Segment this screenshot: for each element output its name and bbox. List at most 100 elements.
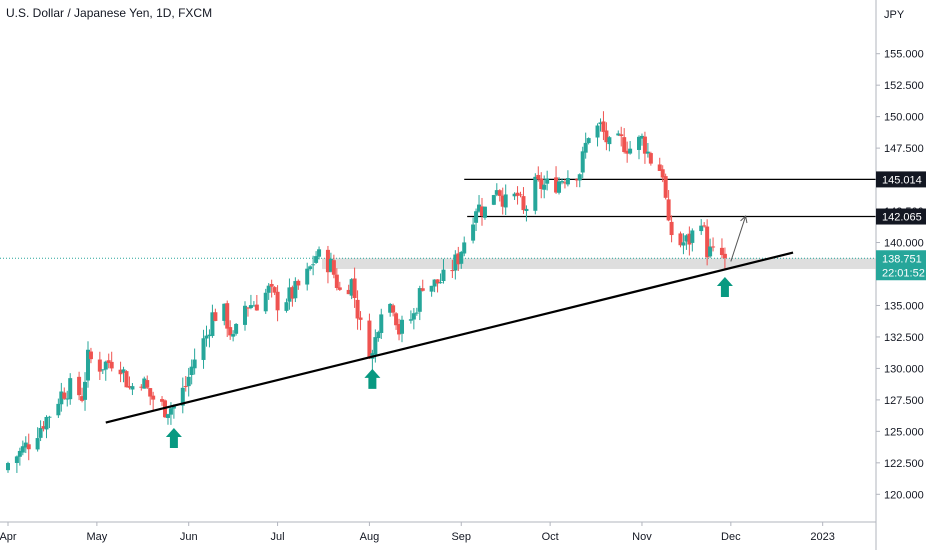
- candle-body: [85, 349, 90, 381]
- candle-body: [719, 247, 724, 256]
- last-price-tag-label: 138.751: [882, 253, 922, 265]
- candle-body: [254, 304, 259, 311]
- candle-body: [702, 225, 707, 227]
- candle-body: [245, 307, 250, 309]
- candle-body: [417, 288, 422, 312]
- candle-body: [681, 242, 686, 246]
- x-tick-label: Nov: [632, 531, 652, 543]
- candle-body: [711, 246, 716, 248]
- candle-body: [248, 305, 253, 309]
- candle-body: [121, 369, 126, 373]
- candle-body: [515, 192, 520, 196]
- chart-title: U.S. Dollar / Japanese Yen, 1D, FXCM: [6, 6, 213, 20]
- candle-body: [266, 285, 271, 293]
- candle-body: [604, 130, 609, 143]
- candle-body: [379, 314, 384, 333]
- candle-body: [160, 399, 165, 402]
- candle-body: [145, 380, 150, 388]
- y-tick-label: 125.000: [884, 426, 924, 438]
- candle-body: [118, 369, 123, 375]
- candle-body: [435, 279, 440, 284]
- candle-body: [77, 376, 82, 396]
- candle-body: [545, 178, 550, 184]
- candle-body: [639, 135, 644, 139]
- candle-body: [62, 392, 67, 399]
- candle-body: [284, 302, 289, 311]
- level-price-tag-label: 142.065: [882, 212, 922, 224]
- candle-body: [20, 446, 25, 453]
- last-price-tag: [876, 250, 926, 281]
- candle-body: [35, 438, 40, 450]
- candle-body: [637, 136, 642, 150]
- candle-body: [83, 381, 88, 400]
- candle-body: [314, 256, 319, 263]
- candle-body: [601, 121, 606, 132]
- candle-body: [97, 359, 102, 372]
- candle-body: [376, 332, 381, 339]
- candle-body: [397, 324, 402, 335]
- candle-body: [562, 182, 567, 184]
- candle-body: [151, 395, 156, 400]
- candle-body: [139, 386, 144, 388]
- candle-body: [521, 196, 526, 211]
- candle-body: [100, 369, 105, 371]
- candle-body: [559, 181, 564, 183]
- candle-body: [355, 299, 360, 319]
- candle-body: [699, 225, 704, 232]
- y-tick-label: 155.000: [884, 49, 924, 61]
- candle-body: [524, 208, 529, 212]
- candle-body: [648, 153, 653, 164]
- y-tick-label: 130.000: [884, 363, 924, 375]
- candle-body: [565, 178, 570, 185]
- candle-body: [367, 320, 372, 359]
- candle-body: [595, 125, 600, 138]
- candle-body: [23, 442, 28, 448]
- candle-body: [269, 283, 274, 287]
- candle-body: [491, 195, 496, 205]
- candle-body: [293, 281, 298, 299]
- arrows-layer: [165, 276, 733, 449]
- candle-body: [687, 233, 692, 245]
- candle-body: [583, 142, 588, 153]
- candle-body: [189, 366, 194, 376]
- candle-body: [308, 266, 313, 270]
- candle-body: [542, 184, 547, 190]
- candle-body: [234, 323, 239, 334]
- candle-body: [213, 312, 218, 321]
- candle-body: [554, 177, 559, 193]
- candle-body: [438, 282, 443, 284]
- candle-body: [536, 174, 541, 180]
- candle-body: [400, 319, 405, 334]
- candle-body: [183, 386, 188, 388]
- candle-body: [68, 378, 73, 400]
- candle-body: [539, 178, 544, 189]
- x-tick-label: 2023: [810, 531, 834, 543]
- support-up-arrow-icon: [364, 368, 381, 389]
- candle-body: [204, 335, 209, 339]
- candle-body: [251, 305, 256, 307]
- candle-body: [358, 317, 363, 320]
- y-tick-label: 147.500: [884, 143, 924, 155]
- projection-arrow-line: [730, 215, 747, 262]
- candle-body: [242, 305, 247, 325]
- candle-body: [305, 268, 310, 285]
- candle-body: [142, 378, 147, 389]
- level-price-tag-label: 145.014: [882, 174, 922, 186]
- candle-body: [88, 351, 93, 360]
- candle-body: [625, 150, 630, 154]
- candle-body: [38, 427, 43, 438]
- candle-body: [349, 279, 354, 296]
- candle-body: [47, 416, 52, 418]
- candle-body: [275, 291, 280, 311]
- projection-arrow-head: [740, 215, 748, 224]
- candle-body: [192, 359, 197, 369]
- candle-body: [453, 254, 458, 271]
- level-price-tag: [876, 208, 926, 225]
- candle-body: [165, 414, 170, 418]
- y-tick-label: 132.500: [884, 332, 924, 344]
- candle-body: [497, 190, 502, 196]
- candle-body: [201, 338, 206, 360]
- candle-body: [645, 151, 650, 154]
- candle-body: [705, 226, 710, 258]
